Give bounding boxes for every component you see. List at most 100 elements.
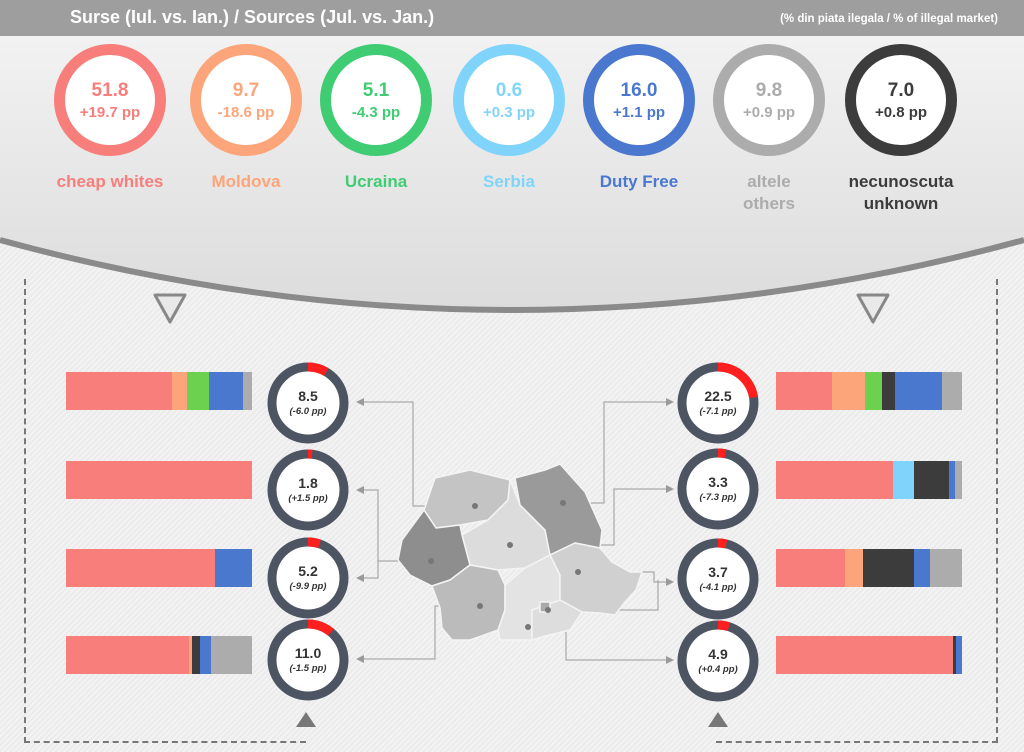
region-donut [677,448,759,530]
region-label: 5.2 (-9.9 pp) [268,563,348,592]
bar-segment [242,372,252,410]
region-label: 22.5 (-7.1 pp) [678,388,758,417]
region-change: (-4.1 pp) [699,582,737,593]
source-label: Serbia [434,171,584,193]
source-label: Ucraina [301,171,451,193]
bar-segment [865,372,882,410]
source-label-line: Ucraina [344,172,408,191]
source-donut: 7.0 +0.8 pp [845,44,957,156]
right-down-chevron-icon [856,293,890,324]
source-label-line: necunoscuta [848,172,954,191]
stacked-bar [776,372,962,410]
region-donut [267,449,349,531]
bar-segment [930,549,962,587]
source-label-line: others [743,194,795,213]
bar-segment [192,636,200,674]
unit-label: (% din piata ilegala / % of illegal mark… [780,13,998,25]
bar-segment [186,372,210,410]
header-bar: Surse (Iul. vs. Ian.) / Sources (Jul. vs… [0,0,1024,36]
source-label: Moldova [171,171,321,193]
region-donut [267,537,349,619]
region-donut [677,362,759,444]
region-label: 1.8 (+1.5 pp) [268,475,348,504]
bar-segment [66,549,215,587]
bar-segment [913,549,931,587]
region-donut-share [267,619,349,701]
bar-segment [66,372,173,410]
right-dashed-frame [716,279,998,743]
page-title: Surse (Iul. vs. Ian.) / Sources (Jul. vs… [70,7,435,27]
region-change: (-7.3 pp) [699,492,737,503]
region-change: (-6.0 pp) [289,406,327,417]
bar-segment [913,461,949,499]
bar-segment [172,372,187,410]
source-change: +0.9 pp [742,104,796,121]
source-label-line: Serbia [483,172,535,191]
source-donut: 16.0 +1.1 pp [583,44,695,156]
left-dashed-frame [24,279,306,743]
bar-segment [66,461,252,499]
region-donut [677,538,759,620]
region-label: 3.7 (-4.1 pp) [678,564,758,593]
region-value: 1.8 [298,475,318,491]
source-label-line: Moldova [211,172,281,191]
source-label: Duty Free [564,171,714,193]
region-donut-share [267,362,349,444]
source-donut: 5.1 -4.3 pp [320,44,432,156]
region-value: 22.5 [704,388,732,404]
source-label-line: unknown [863,194,939,213]
bar-segment [948,461,955,499]
region-label: 3.3 (-7.3 pp) [678,474,758,503]
region-donut-share [677,538,759,620]
leader-arrowheads [356,398,674,664]
stacked-bar [66,372,252,410]
region-donut [677,620,759,702]
region-donut-share [677,620,759,702]
bar-segment [941,372,962,410]
region-value: 11.0 [294,645,322,661]
region-change: (-7.1 pp) [699,406,737,417]
bar-segment [188,636,193,674]
region-donut-share [677,362,759,444]
region-label: 4.9 (+0.4 pp) [678,646,758,675]
region-donut-share [267,537,349,619]
map-region-bucharest [539,601,551,613]
source-label-line: cheap whites [56,172,164,191]
bar-segment [199,636,212,674]
stacked-bar [776,636,962,674]
left-down-chevron-icon [153,293,187,324]
source-label: altele others [694,171,844,215]
map-region-markers [428,500,581,630]
source-donut: 9.8 +0.9 pp [713,44,825,156]
source-change: +1.1 pp [612,104,666,121]
bar-segment [882,372,896,410]
region-value: 3.3 [708,474,728,490]
source-donut: 9.7 -18.6 pp [190,44,302,156]
region-value: 4.9 [708,646,728,662]
bar-segment [66,636,189,674]
bar-segment [895,372,942,410]
source-change: +19.7 pp [79,104,141,121]
stacked-bar [66,549,252,587]
stacked-bar [776,461,962,499]
region-change: (-1.5 pp) [289,663,327,674]
source-value: 5.1 [362,80,390,101]
source-change: -4.3 pp [351,104,401,121]
stacked-bar [776,549,962,587]
source-donut: 0.6 +0.3 pp [453,44,565,156]
bar-segment [954,461,962,499]
region-label: 11.0 (-1.5 pp) [268,645,348,674]
bar-segment [214,549,252,587]
region-donut [267,362,349,444]
stacked-bar [66,461,252,499]
bar-segment [863,549,914,587]
region-donut [267,619,349,701]
region-change: (-9.9 pp) [289,581,327,592]
bar-segment [844,549,864,587]
bar-segment [776,549,845,587]
source-label: necunoscuta unknown [826,171,976,215]
region-change: (+0.4 pp) [698,664,738,675]
bar-segment [776,461,894,499]
